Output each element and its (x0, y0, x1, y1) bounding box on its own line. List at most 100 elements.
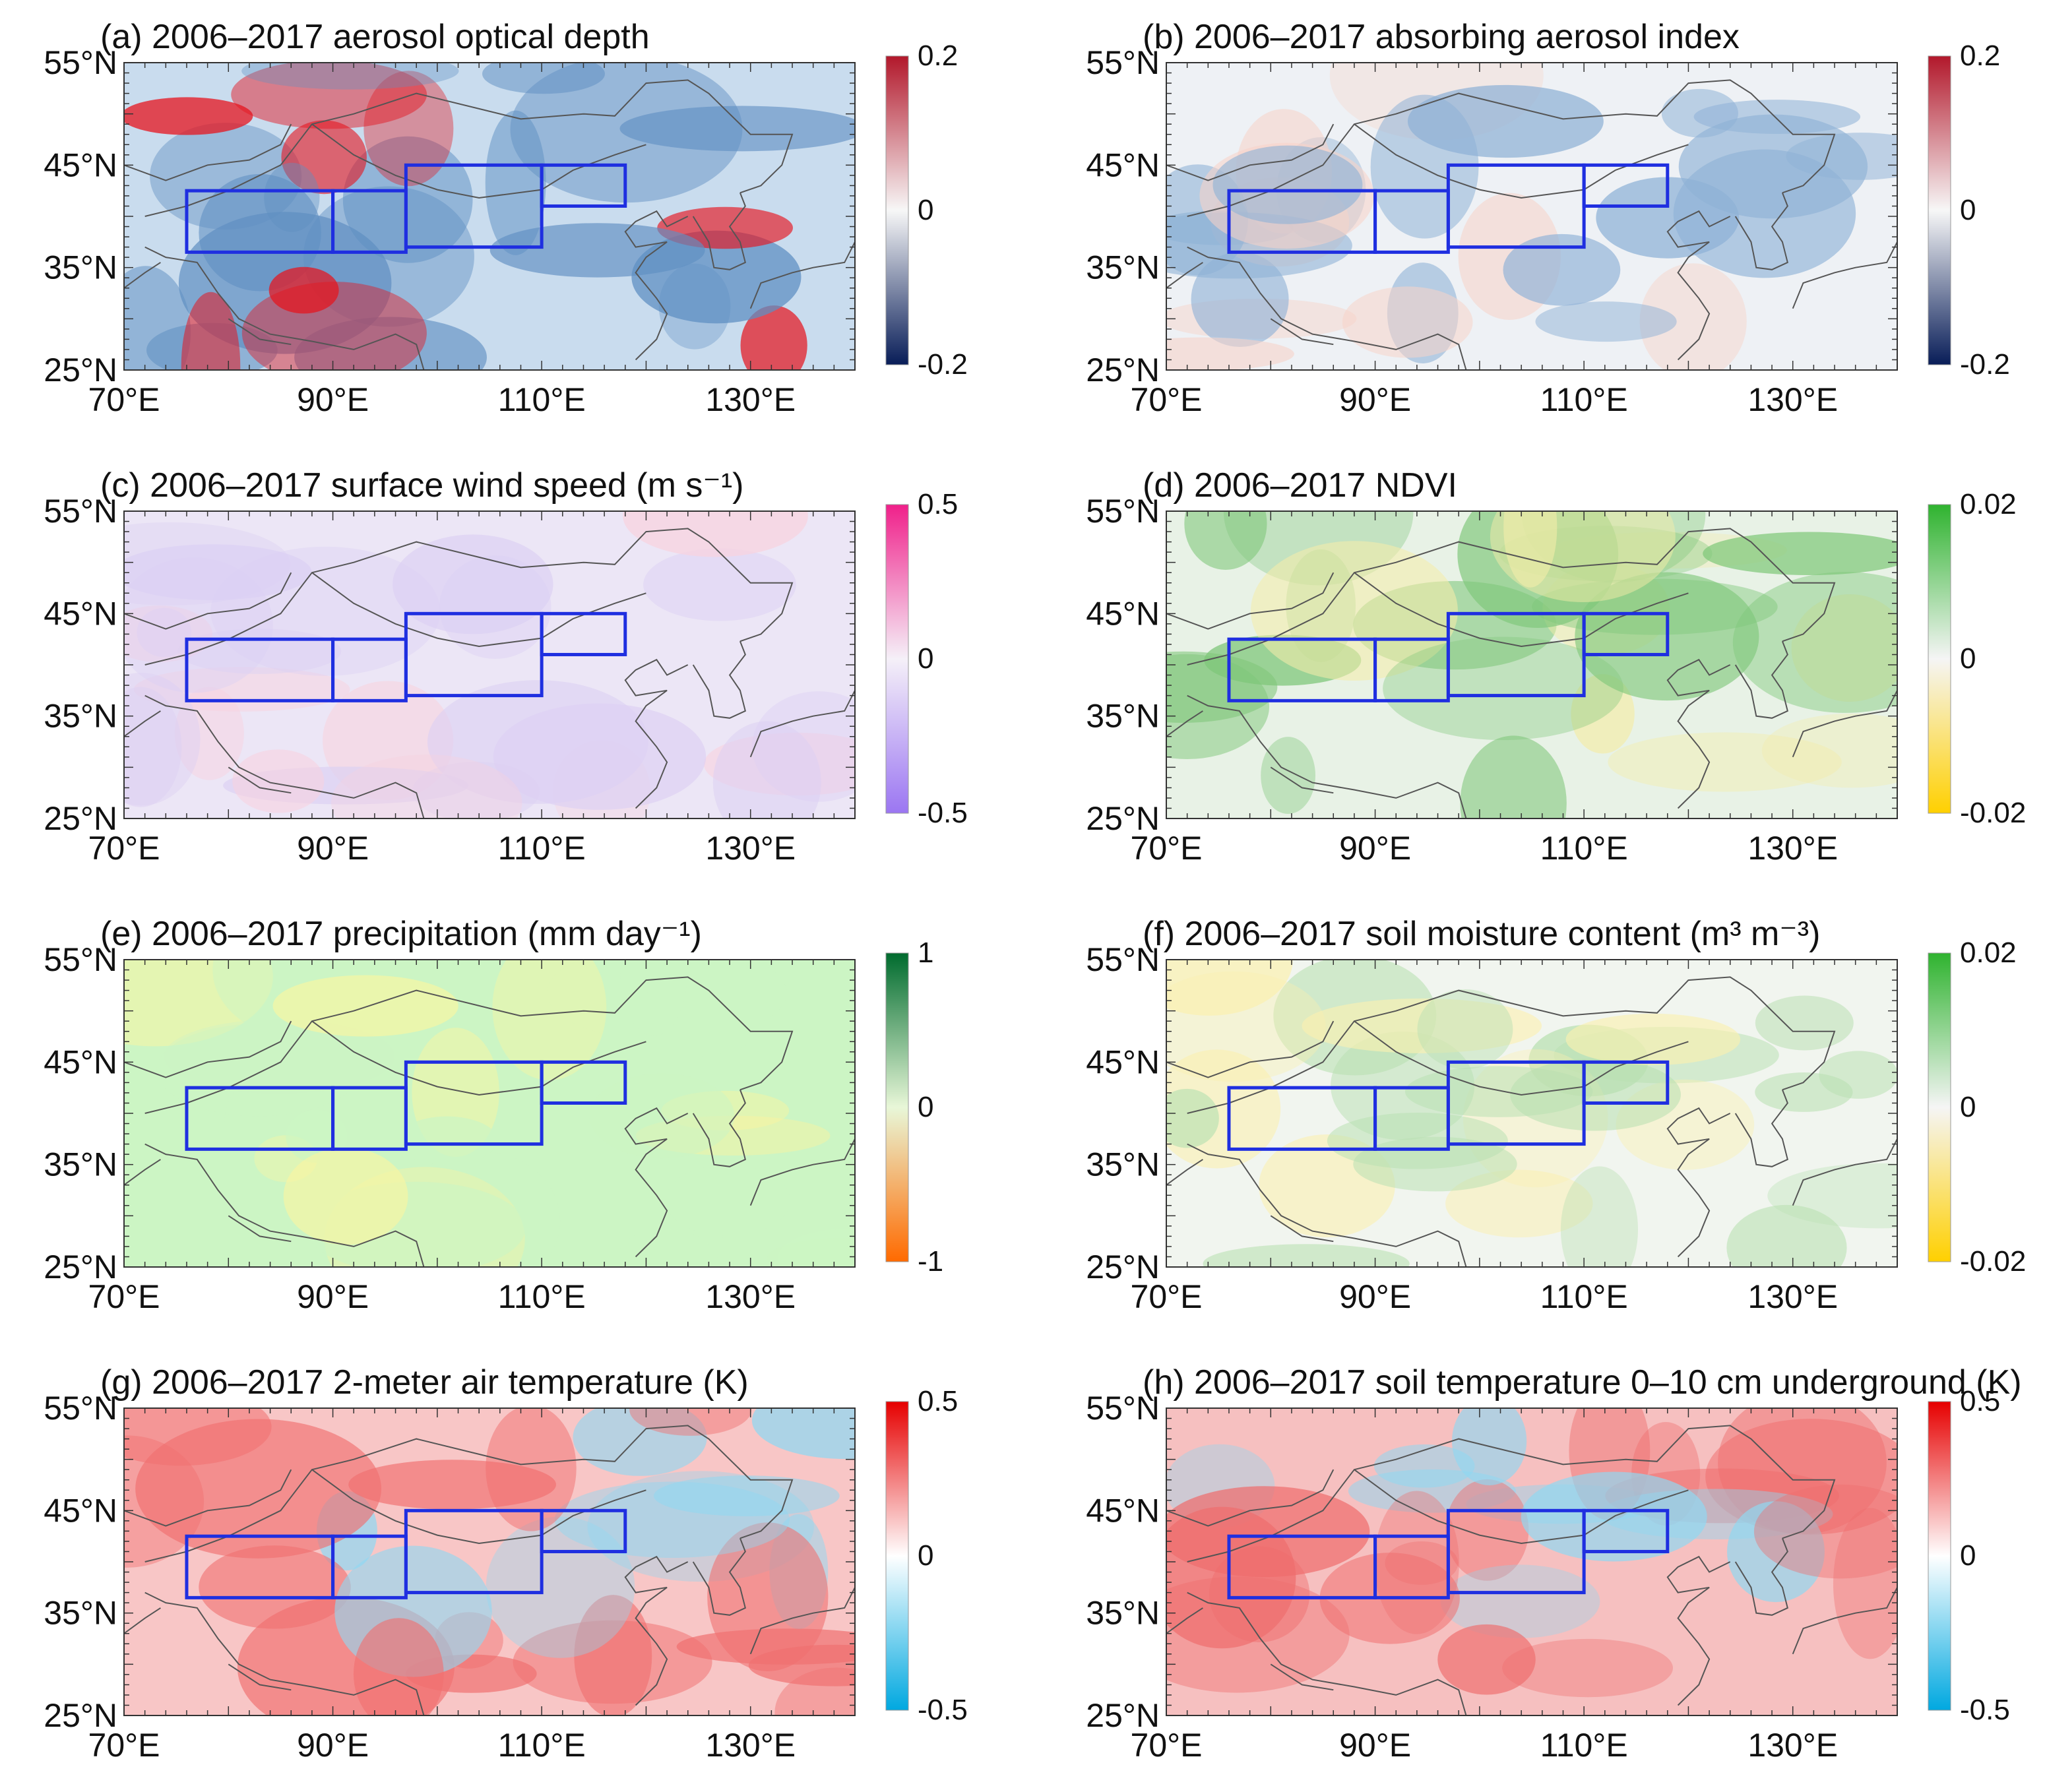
anomaly-blob (1732, 572, 1897, 713)
country-border (311, 123, 646, 199)
anomaly-blob (767, 1238, 855, 1267)
panel-title: (c) 2006–2017 surface wind speed (m s⁻¹) (100, 466, 743, 505)
country-border (1187, 1591, 1467, 1715)
lat-tick-label: 25°N (1086, 800, 1160, 837)
lat-tick-label: 35°N (44, 1146, 117, 1183)
anomaly-blob (485, 110, 546, 255)
country-border (144, 246, 425, 370)
anomaly-blob (748, 1644, 855, 1686)
lat-tick-label: 25°N (44, 352, 117, 388)
colorbar-tick-label: -0.5 (1960, 1694, 2010, 1726)
country-border (124, 123, 292, 181)
anomaly-blob (1571, 674, 1635, 754)
country-border (1666, 1555, 1731, 1706)
country-border (1166, 572, 1335, 630)
anomaly-blob (283, 1148, 408, 1245)
anomaly-blob (1726, 1204, 1847, 1267)
anomaly-blob (1510, 1058, 1681, 1131)
anomaly-blob (164, 1019, 395, 1094)
anomaly-blob (241, 282, 427, 370)
country-border (228, 1215, 292, 1243)
panel-b: (b) 2006–2017 absorbing aerosol index55°… (1086, 18, 2010, 418)
lat-tick-label: 55°N (1086, 1390, 1160, 1427)
anomaly-blob (1203, 1244, 1410, 1267)
lat-tick-label: 45°N (44, 595, 117, 632)
anomaly-blob (1703, 532, 1897, 576)
anomaly-blob (124, 97, 253, 135)
anomaly-blob (1705, 1419, 1897, 1535)
anomaly-blob (546, 960, 787, 1041)
study-region-box (1582, 1060, 1670, 1105)
lat-tick-label: 55°N (1086, 44, 1160, 81)
lon-tick-label: 70°E (1131, 1278, 1203, 1315)
anomaly-blob (1184, 511, 1267, 570)
anomaly-blob (353, 1618, 444, 1715)
lon-tick-label: 110°E (498, 1727, 586, 1764)
anomaly-blob (1761, 713, 1897, 788)
country-border (1270, 1663, 1334, 1691)
country-border (144, 79, 794, 217)
anomaly-blob (1490, 511, 1676, 603)
country-border (1734, 1089, 1788, 1167)
map-field-a (124, 63, 855, 370)
anomaly-blob (1727, 1501, 1825, 1603)
country-border (749, 1560, 855, 1655)
lon-tick-label: 130°E (705, 1727, 796, 1764)
anomaly-blob (1370, 94, 1479, 239)
lat-tick-label: 35°N (44, 698, 117, 735)
lon-tick-label: 130°E (1747, 381, 1838, 418)
anomaly-blob (1502, 1638, 1673, 1698)
anomaly-blob (1166, 1088, 1219, 1148)
anomaly-blob (629, 1408, 752, 1436)
anomaly-blob (1373, 1444, 1475, 1488)
study-region-box (1582, 611, 1670, 656)
panel-e: (e) 2006–2017 precipitation (mm day⁻¹)55… (44, 915, 943, 1315)
anomaly-blob (124, 687, 182, 807)
anomaly-blob (482, 63, 605, 94)
anomaly-blob (1166, 337, 1294, 370)
country-border (1187, 1143, 1467, 1267)
lat-tick-label: 25°N (44, 1697, 117, 1734)
country-border (311, 1469, 646, 1545)
lon-tick-label: 110°E (1540, 830, 1628, 867)
anomaly-blob (393, 534, 553, 634)
country-border (1354, 1020, 1689, 1096)
anomaly-blob (348, 1460, 556, 1510)
lat-tick-label: 25°N (44, 1249, 117, 1285)
colorbar-tick-label: 0.5 (918, 1385, 958, 1417)
country-border (228, 1663, 292, 1691)
colorbar-tick-label: 0 (1960, 1091, 1976, 1123)
colorbar-tick-label: -0.02 (1960, 1245, 2026, 1278)
anomaly-blob (1212, 145, 1363, 224)
anomaly-blob (363, 71, 454, 187)
anomaly-blob (1437, 1624, 1536, 1695)
panel-title: (b) 2006–2017 absorbing aerosol index (1143, 18, 1740, 56)
lon-tick-label: 130°E (705, 830, 796, 867)
colorbar-tick-label: 1 (918, 937, 933, 969)
anomaly-blob (264, 162, 320, 232)
colorbar (1928, 1401, 1951, 1711)
colorbar-tick-label: -0.2 (918, 348, 968, 381)
country-border (749, 664, 855, 758)
country-border (124, 262, 161, 289)
anomaly-blob (1608, 732, 1842, 792)
anomaly-blob (740, 305, 807, 370)
lat-tick-label: 45°N (1086, 146, 1160, 183)
country-border (1187, 1425, 1836, 1562)
country-border (692, 640, 746, 719)
anomaly-blob (1383, 636, 1623, 741)
lat-tick-label: 45°N (44, 146, 117, 183)
country-border (749, 215, 855, 309)
country-border (1354, 123, 1689, 199)
panel-g: (g) 2006–2017 2-meter air temperature (K… (44, 1363, 968, 1764)
country-border (1187, 528, 1836, 665)
lat-tick-label: 45°N (1086, 1043, 1160, 1080)
country-border (144, 528, 794, 665)
colorbar-tick-label: 0.5 (918, 488, 958, 520)
lon-tick-label: 130°E (1747, 1278, 1838, 1315)
colorbar-tick-label: -0.02 (1960, 797, 2026, 829)
country-border (144, 695, 425, 819)
country-border (1792, 215, 1897, 309)
lat-tick-label: 25°N (1086, 352, 1160, 388)
